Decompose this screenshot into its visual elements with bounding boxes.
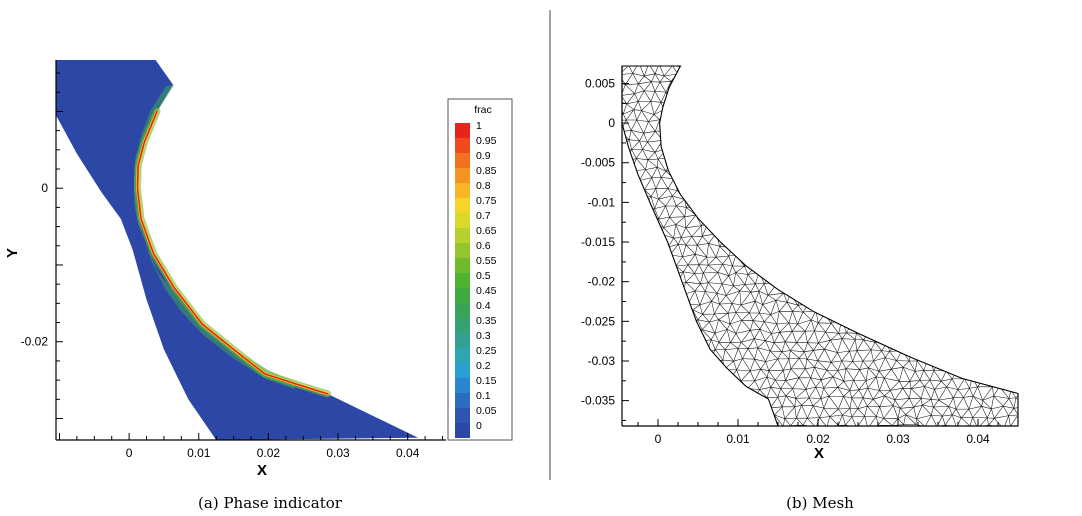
phase-x-tick-label: 0.03 [326,446,350,460]
legend-swatch [455,288,470,303]
legend-swatch [455,183,470,198]
legend-level-label: 0.9 [476,150,491,162]
mesh-y-tick-label: -0.015 [581,235,615,249]
phase-y-axis-label: Y [4,248,21,258]
mesh-lines [622,66,1018,426]
legend-level-label: 1 [476,120,482,132]
legend-swatch [455,423,470,438]
phase-domain-fill [56,60,419,440]
mesh-x-tick-label: 0.03 [886,432,910,446]
legend-swatch [455,273,470,288]
legend-level-label: 0.4 [476,300,491,312]
mesh-x-tick-label: 0 [655,432,662,446]
legend-level-label: 0.65 [476,225,497,237]
legend-level-label: 0.1 [476,390,491,402]
legend-level-label: 0.95 [476,135,497,147]
interface-line [136,110,329,395]
legend-swatch [455,393,470,408]
mesh-x-tick-label: 0.02 [806,432,830,446]
legend-level-label: 0.7 [476,210,491,222]
legend-level-label: 0.75 [476,195,497,207]
mesh-y-tick-label: -0.035 [581,394,615,408]
mesh-y-tick-label: -0.02 [588,275,616,289]
panel-mesh: 0 0.01 0.02 0.03 0.04 0.005 0 -0.005 -0.01 -0.015… [581,65,1019,512]
legend-swatch [455,168,470,183]
transition-band-outer [134,84,297,390]
legend-swatch [455,213,470,228]
phase-axis-ticks: 0 0.01 0.02 0.03 0.04 0 -0.02 [21,72,444,460]
legend-swatch [455,408,470,423]
legend-swatch [455,258,470,273]
phase-x-tick-label: 0.04 [396,446,420,460]
legend-swatch [455,333,470,348]
legend-level-label: 0.6 [476,240,491,252]
legend-level-label: 0.8 [476,180,491,192]
phase-x-tick-label: 0 [126,446,133,460]
legend-swatch [455,153,470,168]
phase-y-tick-label: 0 [41,181,48,195]
mesh-x-tick-label: 0.04 [966,432,990,446]
mesh-y-tick-label: -0.025 [581,314,615,328]
mesh-axis-ticks: 0 0.01 0.02 0.03 0.04 0.005 0 -0.005 -0.01 -0.015… [581,76,999,446]
mesh-y-tick-label: 0.005 [585,76,615,90]
mesh-y-tick-label: -0.03 [588,354,616,368]
legend-level-label: 0.25 [476,345,497,357]
phase-caption: (a) Phase indicator [198,494,343,512]
mesh-y-tick-label: -0.005 [581,156,615,170]
panel-phase-indicator: 0 0.01 0.02 0.03 0.04 0 -0.02 X Y frac 1 0.95 0.9… [4,60,513,512]
legend-level-label: 0.45 [476,285,497,297]
mesh-y-tick-label: 0 [608,116,615,130]
phase-x-tick-label: 0.01 [187,446,211,460]
legend-level-label: 0.05 [476,405,497,417]
mesh-boundary [621,65,1019,427]
legend-swatch [455,198,470,213]
phase-x-axis-label: X [257,462,267,479]
phase-y-tick-label: -0.02 [21,335,49,349]
mesh-x-axis-label: X [814,445,824,462]
legend-title: frac [474,104,492,116]
mesh-plot-frame [621,66,1018,427]
legend-level-label: 0.15 [476,375,497,387]
legend-swatch [455,378,470,393]
legend-swatch [455,363,470,378]
legend-swatch [455,348,470,363]
phase-plot-area [56,60,419,440]
legend-swatch [455,228,470,243]
mesh-plot-area [621,65,1019,427]
mesh-caption: (b) Mesh [786,494,854,512]
legend-level-label: 0.85 [476,165,497,177]
legend-level-label: 0.5 [476,270,491,282]
legend-swatch [455,138,470,153]
legend-swatch [455,243,470,258]
legend-level-label: 0.3 [476,330,491,342]
legend-level-label: 0.2 [476,360,491,372]
legend-level-label: 0.35 [476,315,497,327]
legend-swatch [455,303,470,318]
mesh-y-tick-label: -0.01 [588,195,616,209]
mesh-x-tick-label: 0.01 [726,432,750,446]
phase-x-tick-label: 0.02 [257,446,281,460]
frac-legend: frac 1 0.95 0.9 0.85 0.8 0.75 0.7 0.65 0.6 0.55 0.5… [447,98,513,441]
legend-level-label: 0.55 [476,255,497,267]
mesh-triangle-edges [622,66,1018,426]
legend-swatch [455,318,470,333]
legend-level-label: 0 [476,420,482,432]
legend-swatch [455,123,470,138]
